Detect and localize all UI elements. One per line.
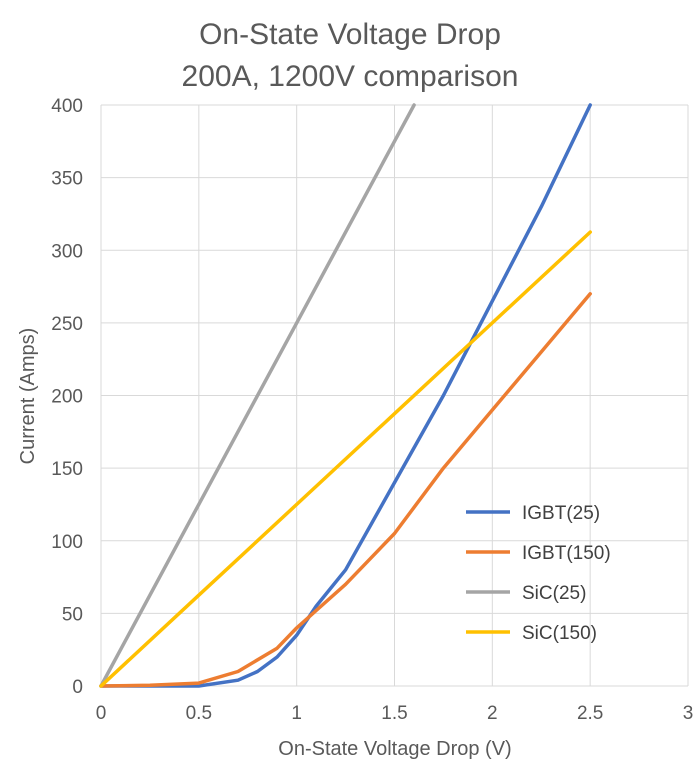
y-tick-label: 350: [51, 169, 83, 190]
series-lines: [99, 103, 592, 688]
legend: IGBT(25) IGBT(150) SiC(25) SiC(150): [466, 503, 611, 644]
y-tick-label: 300: [51, 241, 83, 262]
x-axis-label: On-State Voltage Drop (V): [278, 738, 511, 760]
legend-label: SiC(150): [522, 623, 597, 644]
y-axis-label: Current (Amps): [17, 328, 39, 465]
y-tick-label: 100: [51, 532, 83, 553]
x-tick-label: 0.5: [186, 703, 212, 724]
y-tick-label: 400: [51, 96, 83, 117]
y-tick-label: 250: [51, 314, 83, 335]
series-line-sic-150: [99, 230, 592, 688]
series-line-igbt-150: [99, 292, 592, 688]
y-tick-label: 50: [62, 604, 83, 625]
legend-label: IGBT(150): [522, 543, 611, 564]
x-tick-label: 2.5: [577, 703, 603, 724]
legend-label: IGBT(25): [522, 503, 600, 524]
legend-label: SiC(25): [522, 583, 586, 604]
y-tick-label: 150: [51, 459, 83, 480]
series-line-sic-25: [99, 103, 416, 688]
y-tick-label: 200: [51, 387, 83, 408]
x-tick-label: 0: [96, 703, 107, 724]
y-tick-label: 0: [72, 677, 83, 698]
x-tick-label: 2: [487, 703, 498, 724]
gridlines: [100, 104, 689, 687]
tick-labels: 0 50 100 150 200 250 300 350 400 0 0.5 1 1.5 2 2.5 3: [51, 96, 693, 724]
x-tick-label: 1.5: [381, 703, 407, 724]
x-tick-label: 1: [291, 703, 302, 724]
chart-title: On-State Voltage Drop: [199, 18, 501, 51]
x-tick-label: 3: [683, 703, 694, 724]
chart-subtitle: 200A, 1200V comparison: [182, 60, 519, 93]
